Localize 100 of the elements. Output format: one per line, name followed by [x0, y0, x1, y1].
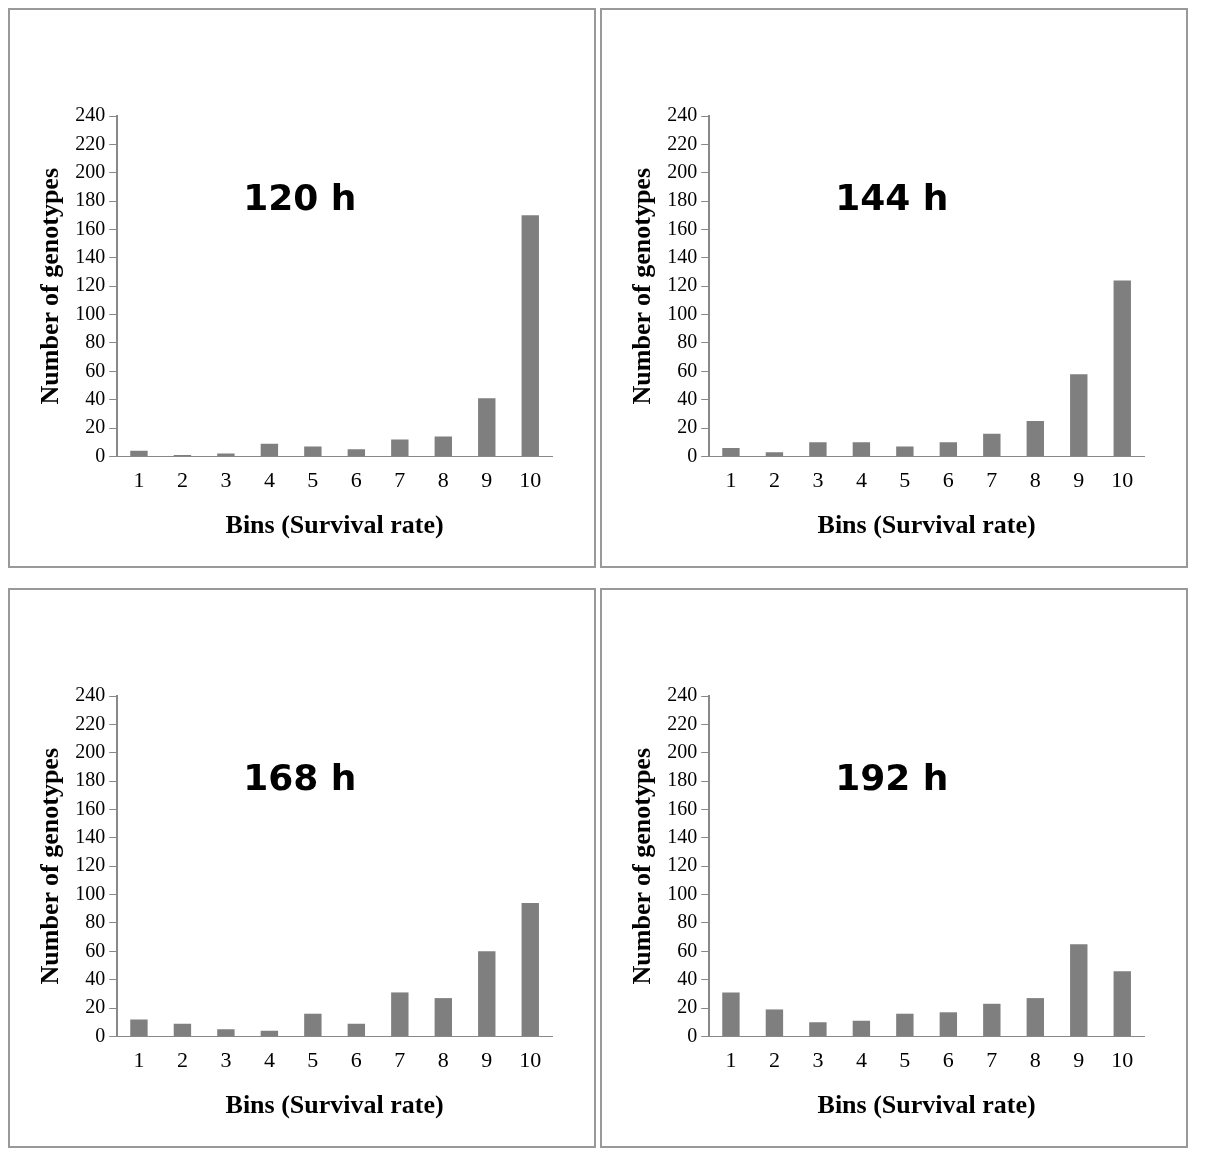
x-tick-label: 8	[437, 1047, 449, 1073]
y-tick-label: 240	[667, 683, 698, 706]
text: 192 h	[835, 757, 949, 799]
y-tick-label: 200	[75, 739, 106, 762]
x-tick-label: 1	[133, 1047, 145, 1073]
x-tick-label: 7	[394, 467, 406, 493]
y-tick-label: 40	[85, 386, 106, 409]
x-tick-label: 5	[307, 1047, 319, 1073]
x-tick-label: 6	[350, 1047, 362, 1073]
y-tick-label: 160	[75, 796, 106, 819]
y-tick-label: 60	[677, 358, 698, 381]
x-tick-label: 8	[1029, 1047, 1041, 1073]
y-tick-label: 0	[95, 1023, 106, 1046]
y-tick-label: 240	[75, 683, 106, 706]
y-tick-label: 160	[75, 216, 106, 239]
y-tick-label: 180	[667, 188, 698, 211]
y-tick-label: 80	[677, 910, 698, 933]
x-tick-label: 4	[855, 1047, 867, 1073]
x-axis-title: Bins (Survival rate)	[817, 1090, 1036, 1120]
text: 120 h	[243, 177, 357, 219]
x-tick-label: 3	[220, 1047, 232, 1073]
x-tick-label: 5	[307, 467, 319, 493]
x-tick-label: 2	[768, 467, 780, 493]
y-tick-label: 80	[677, 330, 698, 353]
x-axis-title: Bins (Survival rate)	[225, 510, 444, 540]
y-tick-label: 80	[85, 910, 106, 933]
x-tick-label: 5	[899, 467, 911, 493]
y-tick-label: 60	[85, 938, 106, 961]
y-tick-label: 40	[85, 966, 106, 989]
x-tick-label: 9	[1073, 1047, 1085, 1073]
y-tick-label: 100	[75, 881, 106, 904]
y-axis-title: Number of genotypes	[627, 748, 657, 985]
y-tick-label: 0	[687, 443, 698, 466]
y-tick-label: 160	[667, 216, 698, 239]
x-tick-label: 10	[519, 467, 542, 493]
y-tick-label: 100	[75, 301, 106, 324]
y-tick-label: 180	[75, 768, 106, 791]
x-tick-label: 2	[176, 467, 188, 493]
y-axis-title: Number of genotypes	[35, 168, 65, 405]
x-tick-label: 1	[133, 467, 145, 493]
y-tick-label: 220	[667, 131, 698, 154]
x-tick-label: 4	[855, 467, 867, 493]
x-axis-title: Bins (Survival rate)	[817, 510, 1036, 540]
x-tick-label: 4	[263, 1047, 275, 1073]
y-tick-label: 40	[677, 966, 698, 989]
x-tick-label: 9	[481, 467, 493, 493]
y-tick-label: 80	[85, 330, 106, 353]
y-tick-label: 100	[667, 881, 698, 904]
y-axis-title: Number of genotypes	[627, 168, 657, 405]
y-tick-label: 240	[667, 103, 698, 126]
text: 144 h	[835, 177, 949, 219]
y-tick-label: 20	[677, 995, 698, 1018]
y-tick-label: 240	[75, 103, 106, 126]
x-tick-label: 2	[176, 1047, 188, 1073]
x-tick-label: 7	[986, 1047, 998, 1073]
x-tick-label: 2	[768, 1047, 780, 1073]
x-tick-label: 8	[1029, 467, 1041, 493]
y-tick-label: 0	[95, 443, 106, 466]
y-tick-label: 140	[667, 825, 698, 848]
x-tick-label: 1	[725, 467, 737, 493]
x-tick-label: 10	[519, 1047, 542, 1073]
y-tick-label: 220	[75, 131, 106, 154]
x-tick-label: 6	[942, 467, 954, 493]
x-tick-label: 3	[220, 467, 232, 493]
y-tick-label: 200	[75, 159, 106, 182]
y-tick-label: 120	[75, 853, 106, 876]
x-tick-label: 9	[481, 1047, 493, 1073]
y-tick-label: 40	[677, 386, 698, 409]
x-tick-label: 3	[812, 467, 824, 493]
x-tick-label: 8	[437, 467, 449, 493]
y-tick-label: 20	[677, 415, 698, 438]
y-tick-label: 100	[667, 301, 698, 324]
y-axis-title: Number of genotypes	[35, 748, 65, 985]
y-tick-label: 160	[667, 796, 698, 819]
x-tick-label: 1	[725, 1047, 737, 1073]
y-tick-label: 120	[75, 273, 106, 296]
y-tick-label: 200	[667, 159, 698, 182]
x-tick-label: 3	[812, 1047, 824, 1073]
x-tick-label: 9	[1073, 467, 1085, 493]
text: 168 h	[243, 757, 357, 799]
x-tick-label: 4	[263, 467, 275, 493]
x-tick-label: 5	[899, 1047, 911, 1073]
x-tick-label: 6	[350, 467, 362, 493]
y-tick-label: 220	[75, 711, 106, 734]
y-tick-label: 20	[85, 415, 106, 438]
x-tick-label: 6	[942, 1047, 954, 1073]
y-tick-label: 180	[75, 188, 106, 211]
y-tick-label: 60	[85, 358, 106, 381]
y-tick-label: 120	[667, 273, 698, 296]
y-tick-label: 200	[667, 739, 698, 762]
y-tick-label: 220	[667, 711, 698, 734]
y-tick-label: 180	[667, 768, 698, 791]
x-axis-title: Bins (Survival rate)	[225, 1090, 444, 1120]
y-tick-label: 140	[667, 245, 698, 268]
y-tick-label: 120	[667, 853, 698, 876]
y-tick-label: 0	[687, 1023, 698, 1046]
x-tick-label: 7	[394, 1047, 406, 1073]
y-tick-label: 140	[75, 825, 106, 848]
x-tick-label: 10	[1111, 467, 1134, 493]
x-tick-label: 10	[1111, 1047, 1134, 1073]
